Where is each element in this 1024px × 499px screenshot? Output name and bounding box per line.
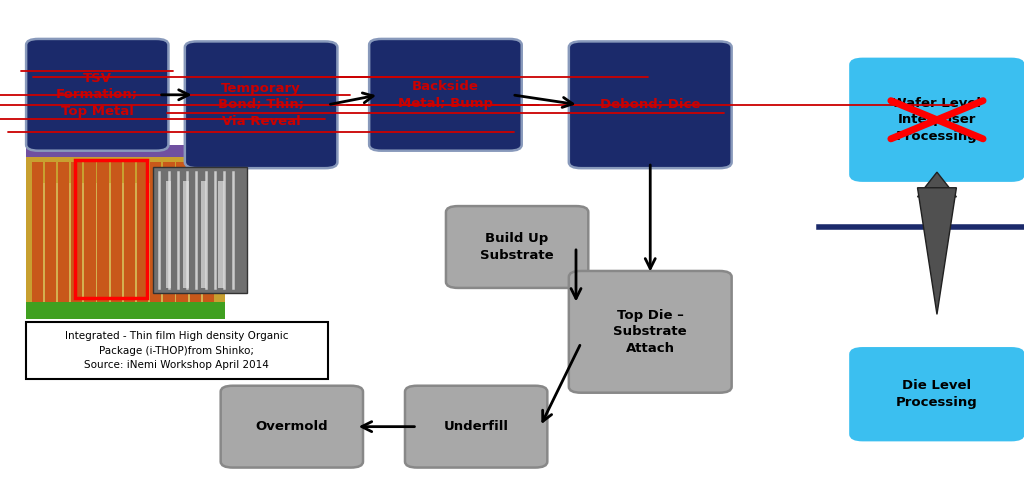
Bar bbox=[151, 162, 162, 302]
FancyBboxPatch shape bbox=[569, 41, 731, 168]
Bar bbox=[83, 183, 84, 302]
Bar bbox=[163, 162, 174, 302]
Bar bbox=[174, 183, 176, 302]
Bar bbox=[43, 183, 45, 302]
Bar bbox=[95, 183, 97, 302]
Polygon shape bbox=[918, 188, 956, 314]
Bar bbox=[58, 162, 70, 302]
Text: Integrated - Thin film High density Organic
Package (i-THOP)from Shinko;
Source:: Integrated - Thin film High density Orga… bbox=[65, 331, 289, 370]
Text: Backside
Metal; Bump: Backside Metal; Bump bbox=[398, 80, 493, 110]
Bar bbox=[166, 181, 171, 288]
Polygon shape bbox=[928, 197, 946, 227]
Bar bbox=[72, 162, 83, 302]
Bar bbox=[26, 145, 224, 157]
Bar bbox=[176, 162, 187, 302]
Polygon shape bbox=[928, 188, 946, 227]
Text: Overmold: Overmold bbox=[256, 420, 328, 433]
Bar bbox=[189, 162, 201, 302]
Bar bbox=[154, 168, 247, 293]
Bar bbox=[26, 322, 328, 379]
Bar bbox=[201, 181, 206, 288]
Bar bbox=[84, 162, 95, 302]
FancyBboxPatch shape bbox=[27, 39, 168, 151]
Polygon shape bbox=[918, 172, 956, 197]
Bar bbox=[32, 162, 43, 302]
FancyBboxPatch shape bbox=[406, 386, 547, 468]
Bar bbox=[56, 183, 58, 302]
FancyBboxPatch shape bbox=[569, 271, 731, 393]
Bar bbox=[122, 183, 124, 302]
FancyBboxPatch shape bbox=[184, 41, 338, 168]
Bar bbox=[218, 181, 224, 288]
FancyBboxPatch shape bbox=[850, 348, 1024, 440]
Bar bbox=[26, 145, 224, 319]
FancyBboxPatch shape bbox=[220, 386, 362, 468]
Text: Debond; Dice: Debond; Dice bbox=[600, 98, 700, 111]
Text: Top Die –
Substrate
Attach: Top Die – Substrate Attach bbox=[613, 309, 687, 355]
Bar bbox=[187, 183, 189, 302]
FancyBboxPatch shape bbox=[369, 39, 521, 151]
Bar bbox=[45, 162, 56, 302]
Bar bbox=[109, 183, 111, 302]
Text: Underfill: Underfill bbox=[443, 420, 509, 433]
Text: Build Up
Substrate: Build Up Substrate bbox=[480, 232, 554, 262]
Text: Temporary
Bond; Thin;
Via Reveal: Temporary Bond; Thin; Via Reveal bbox=[218, 82, 304, 128]
Bar bbox=[124, 162, 135, 302]
Bar bbox=[26, 302, 224, 319]
Bar bbox=[97, 162, 109, 302]
Bar bbox=[135, 183, 137, 302]
Text: TSV
Formation;
Top Metal: TSV Formation; Top Metal bbox=[56, 72, 138, 118]
Bar bbox=[162, 183, 163, 302]
Bar bbox=[148, 183, 151, 302]
Bar bbox=[183, 181, 188, 288]
Bar bbox=[203, 162, 214, 302]
Bar bbox=[111, 162, 122, 302]
FancyBboxPatch shape bbox=[446, 206, 588, 288]
Bar bbox=[75, 161, 147, 298]
Bar bbox=[201, 183, 203, 302]
Bar bbox=[137, 162, 148, 302]
FancyBboxPatch shape bbox=[850, 59, 1024, 181]
Text: Wafer Level
Interposer
Processing: Wafer Level Interposer Processing bbox=[893, 97, 981, 143]
Bar bbox=[70, 183, 72, 302]
Text: Die Level
Processing: Die Level Processing bbox=[896, 379, 978, 409]
